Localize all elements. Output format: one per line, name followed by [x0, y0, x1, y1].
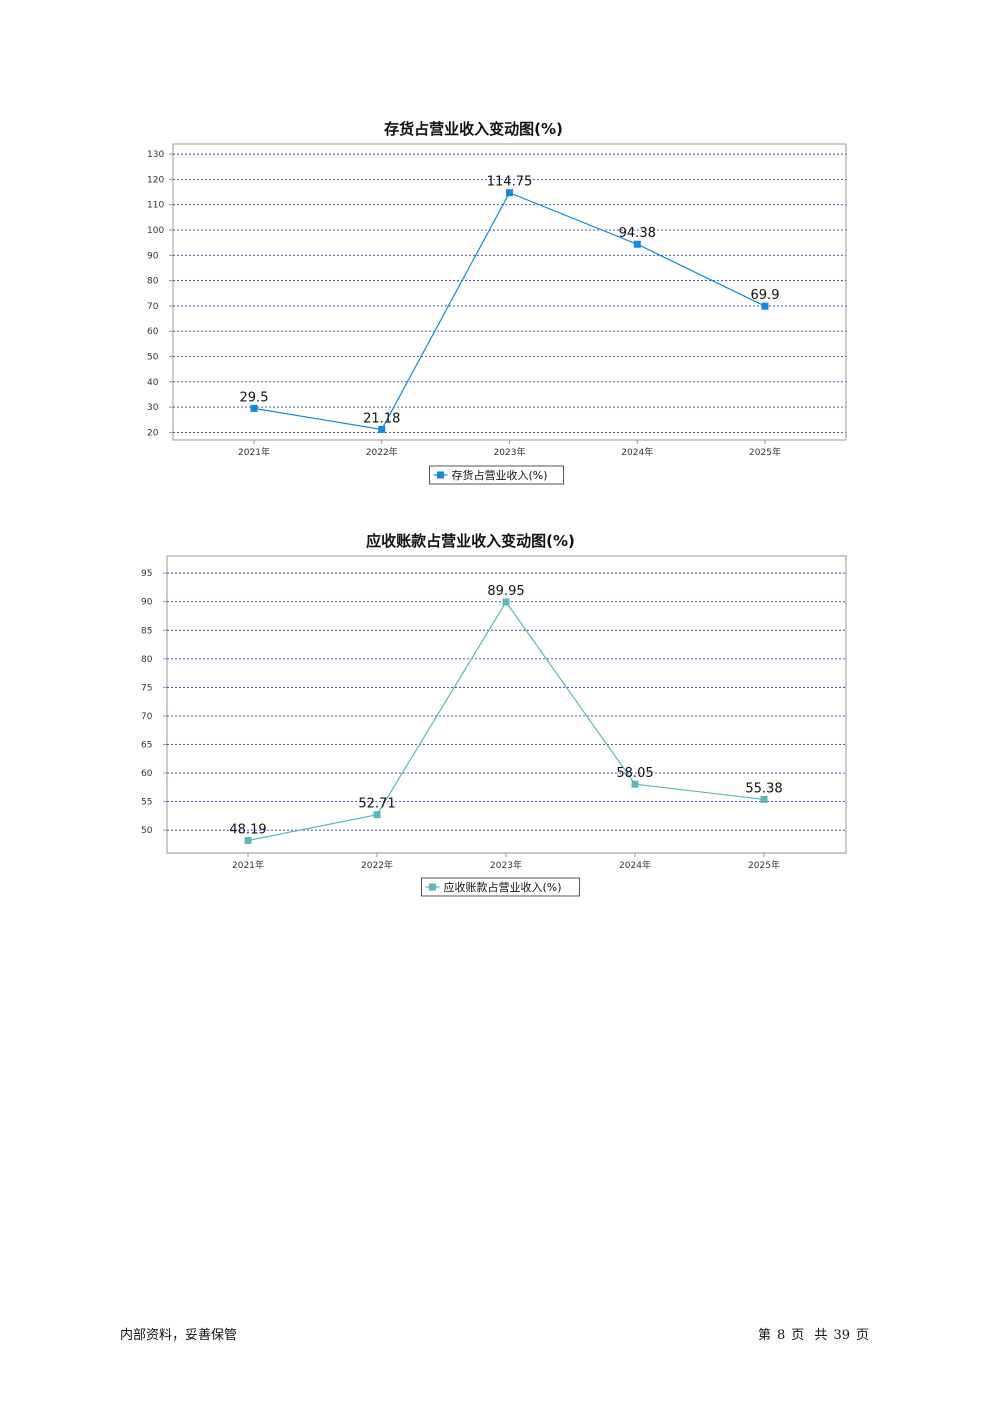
data-point: [760, 795, 768, 803]
x-tick-label: 2022年: [366, 446, 398, 458]
y-tick-label: 90: [147, 251, 159, 261]
data-label: 21.18: [363, 411, 400, 426]
y-tick-label: 30: [147, 403, 159, 413]
data-point: [502, 598, 510, 606]
x-tick-label: 2025年: [749, 446, 781, 458]
data-label: 89.95: [487, 584, 524, 599]
legend: 存货占营业收入(%): [429, 465, 564, 485]
y-tick-label: 50: [147, 353, 159, 363]
y-tick-label: 70: [147, 302, 159, 312]
y-tick-label: 95: [141, 569, 152, 579]
y-tick-label: 130: [147, 150, 164, 160]
x-tick-label: 2021年: [232, 859, 264, 871]
y-tick-label: 40: [147, 378, 159, 388]
y-tick-label: 75: [141, 683, 152, 693]
data-point: [378, 425, 386, 433]
plot-area: [166, 555, 847, 854]
y-tick-label: 70: [141, 712, 153, 722]
y-tick-label: 60: [141, 769, 153, 779]
data-point: [633, 240, 641, 248]
footer-page-number: 8: [776, 1328, 786, 1343]
footer-left-text: 内部资料，妥善保管: [120, 1328, 238, 1343]
legend-label: 应收账款占营业收入(%): [444, 880, 562, 894]
x-tick-label: 2021年: [238, 446, 270, 458]
x-tick-label: 2023年: [490, 859, 522, 871]
data-label: 29.5: [240, 390, 269, 405]
y-tick-label: 80: [141, 655, 153, 665]
footer-page-mid: 页: [791, 1328, 805, 1343]
data-label: 69.9: [751, 288, 780, 303]
y-tick-label: 50: [141, 826, 153, 836]
data-label: 48.19: [229, 822, 266, 837]
legend: 应收账款占营业收入(%): [421, 877, 580, 897]
data-label: 52.71: [358, 797, 395, 812]
data-label: 114.75: [487, 175, 533, 190]
y-tick-label: 85: [141, 626, 152, 636]
footer-total-pages: 39: [833, 1328, 850, 1343]
data-point: [631, 780, 639, 788]
chart-inventory-svg: 存货占营业收入变动图(%) 20 30 40 50 60 70 80 90 100 110 120 13…: [147, 120, 847, 485]
x-tick-label: 2025年: [748, 859, 780, 871]
y-tick-label: 65: [141, 740, 152, 750]
y-tick-label: 110: [147, 201, 164, 211]
x-tick-label: 2024年: [619, 859, 651, 871]
y-tick-label: 20: [147, 428, 159, 438]
legend-marker: [429, 883, 436, 891]
data-label: 55.38: [745, 781, 782, 796]
legend-box: [421, 877, 580, 897]
chart-receivables: 应收账款占营业收入变动图(%) 50 55 60 65 70 75 80 85 90 95 2021年…: [0, 522, 992, 902]
chart-receivables-svg: 应收账款占营业收入变动图(%) 50 55 60 65 70 75 80 85 90 95 2021年…: [141, 532, 847, 897]
x-tick-label: 2022年: [361, 859, 393, 871]
y-tick-label: 60: [147, 327, 159, 337]
x-tick-label: 2024年: [621, 446, 653, 458]
legend-label: 存货占营业收入(%): [452, 468, 548, 482]
x-tick-label: 2023年: [494, 446, 526, 458]
chart-title: 存货占营业收入变动图(%): [384, 120, 563, 138]
data-point: [506, 189, 513, 197]
footer-page-prefix: 第: [757, 1328, 771, 1343]
y-tick-label: 100: [147, 226, 164, 236]
y-tick-label: 80: [147, 277, 159, 287]
chart-inventory: 存货占营业收入变动图(%) 20 30 40 50 60 70 80 90 100 110 120 13…: [0, 110, 992, 490]
data-label: 58.05: [616, 766, 653, 781]
data-point: [761, 302, 769, 310]
footer-total-prefix: 共: [814, 1328, 828, 1343]
y-tick-label: 55: [141, 798, 152, 808]
data-point: [244, 836, 252, 844]
y-tick-label: 120: [147, 175, 164, 185]
data-point: [373, 811, 381, 819]
legend-box: [429, 465, 564, 485]
footer-confidential-note: 内部资料，妥善保管: [120, 1324, 237, 1343]
data-point: [250, 404, 258, 412]
footer-total-suffix: 页: [855, 1328, 869, 1343]
y-tick-label: 90: [141, 598, 153, 608]
legend-marker: [437, 471, 444, 479]
data-label: 94.38: [619, 226, 656, 241]
chart-title: 应收账款占营业收入变动图(%): [366, 532, 575, 550]
